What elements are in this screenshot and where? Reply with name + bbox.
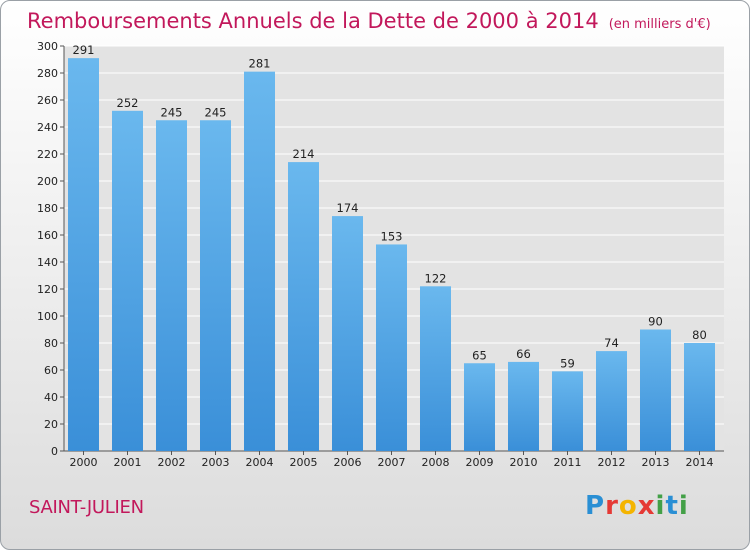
y-tick-label: 300 — [37, 40, 58, 53]
data-label: 174 — [337, 201, 359, 215]
data-label: 66 — [516, 347, 531, 361]
bar — [244, 71, 275, 452]
y-tick-label: 80 — [44, 337, 58, 350]
data-label: 281 — [249, 57, 271, 71]
y-tick-label: 40 — [44, 391, 58, 404]
x-tick-label: 2011 — [554, 456, 582, 469]
x-tick-label: 2003 — [202, 456, 230, 469]
y-tick-label: 0 — [51, 445, 58, 458]
bar — [68, 58, 99, 452]
bar — [332, 216, 363, 451]
bar — [288, 162, 319, 451]
logo-letter: o — [618, 491, 638, 521]
x-tick-label: 2010 — [510, 456, 538, 469]
y-tick-label: 220 — [37, 148, 58, 161]
data-label: 291 — [73, 43, 95, 57]
y-tick-label: 60 — [44, 364, 58, 377]
x-tick-label: 2009 — [466, 456, 494, 469]
x-tick-label: 2012 — [598, 456, 626, 469]
x-tick-label: 2014 — [686, 456, 714, 469]
bar — [156, 120, 187, 451]
x-tick-label: 2013 — [642, 456, 670, 469]
bar — [112, 110, 143, 452]
bar — [464, 363, 495, 451]
bar — [684, 343, 715, 451]
y-tick-label: 120 — [37, 283, 58, 296]
logo-letter: i — [678, 491, 689, 521]
chart-title-text: Remboursements Annuels de la Dette de 20… — [27, 9, 599, 33]
logo-letter: x — [637, 491, 656, 521]
data-label: 90 — [648, 315, 663, 329]
bar — [596, 351, 627, 451]
x-tick-label: 2004 — [246, 456, 274, 469]
bar — [640, 329, 671, 451]
y-tick-label: 260 — [37, 94, 58, 107]
y-tick-label: 200 — [37, 175, 58, 188]
data-label: 153 — [381, 229, 403, 243]
data-label: 59 — [560, 356, 575, 370]
x-tick-label: 2005 — [290, 456, 318, 469]
chart-title: Remboursements Annuels de la Dette de 20… — [27, 9, 711, 33]
bar — [552, 371, 583, 451]
x-tick-label: 2002 — [158, 456, 186, 469]
bar — [200, 120, 231, 451]
bar — [420, 286, 451, 451]
proxiti-logo[interactable]: Proxiti — [585, 491, 689, 521]
data-label: 252 — [117, 96, 139, 110]
data-label: 65 — [472, 348, 487, 362]
y-tick-label: 240 — [37, 121, 58, 134]
logo-letter: P — [585, 491, 606, 521]
logo-letter: t — [665, 491, 679, 521]
city-name: SAINT-JULIEN — [29, 497, 144, 518]
y-tick-label: 140 — [37, 256, 58, 269]
x-tick-label: 2006 — [334, 456, 362, 469]
data-label: 122 — [425, 271, 447, 285]
bar — [376, 244, 407, 451]
data-label: 245 — [161, 105, 183, 119]
x-tick-label: 2001 — [114, 456, 142, 469]
x-tick-label: 2007 — [378, 456, 406, 469]
chart-title-unit: (en milliers d'€) — [608, 17, 711, 32]
data-label: 74 — [604, 336, 619, 350]
bar — [508, 361, 539, 451]
logo-letter: i — [655, 491, 666, 521]
data-label: 80 — [692, 328, 707, 342]
x-tick-label: 2008 — [422, 456, 450, 469]
logo-letter: r — [605, 491, 619, 521]
y-tick-label: 160 — [37, 229, 58, 242]
x-tick-label: 2000 — [70, 456, 98, 469]
y-tick-label: 100 — [37, 310, 58, 323]
y-tick-label: 20 — [44, 418, 58, 431]
y-tick-label: 280 — [37, 67, 58, 80]
y-tick-label: 180 — [37, 202, 58, 215]
data-label: 245 — [205, 105, 227, 119]
data-label: 214 — [293, 147, 315, 161]
